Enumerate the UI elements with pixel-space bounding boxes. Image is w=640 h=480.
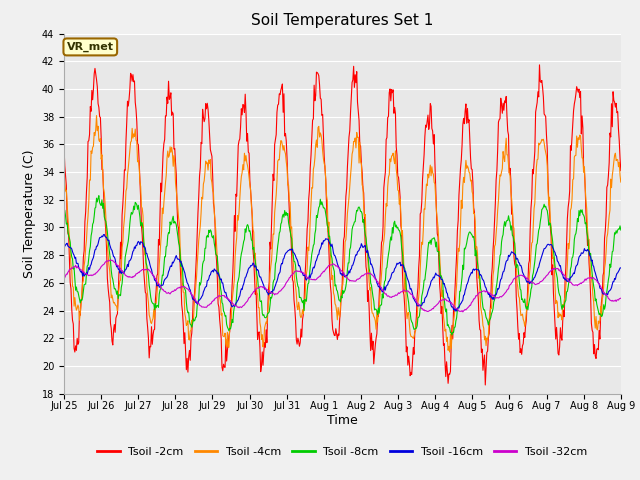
Y-axis label: Soil Temperature (C): Soil Temperature (C) <box>23 149 36 278</box>
Line: Tsoil -32cm: Tsoil -32cm <box>64 260 621 312</box>
Tsoil -8cm <box>617 227 625 233</box>
Tsoil -4cm <box>93 113 100 119</box>
Tsoil -8cm <box>60 207 68 213</box>
Tsoil -4cm <box>446 349 454 355</box>
Tsoil -8cm <box>95 193 102 199</box>
Tsoil -16cm <box>70 252 78 258</box>
Title: Soil Temperatures Set 1: Soil Temperatures Set 1 <box>252 13 433 28</box>
Line: Tsoil -16cm: Tsoil -16cm <box>64 235 621 311</box>
Tsoil -4cm <box>411 330 419 336</box>
Tsoil -32cm <box>617 295 625 301</box>
Tsoil -16cm <box>185 283 193 289</box>
Tsoil -16cm <box>214 270 222 276</box>
Tsoil -2cm <box>127 72 135 78</box>
Tsoil -16cm <box>60 246 68 252</box>
Tsoil -32cm <box>214 294 222 300</box>
Legend: Tsoil -2cm, Tsoil -4cm, Tsoil -8cm, Tsoil -16cm, Tsoil -32cm: Tsoil -2cm, Tsoil -4cm, Tsoil -8cm, Tsoi… <box>93 443 592 461</box>
Tsoil -32cm <box>428 307 435 313</box>
Tsoil -16cm <box>411 298 419 304</box>
Tsoil -2cm <box>426 101 434 107</box>
Tsoil -16cm <box>451 308 459 314</box>
Tsoil -4cm <box>214 265 222 271</box>
Tsoil -16cm <box>428 278 435 284</box>
Tsoil -16cm <box>128 252 136 257</box>
Tsoil -8cm <box>185 309 193 315</box>
Tsoil -4cm <box>185 336 193 342</box>
Line: Tsoil -2cm: Tsoil -2cm <box>64 65 621 385</box>
Tsoil -32cm <box>185 287 193 293</box>
Tsoil -8cm <box>448 332 456 338</box>
Tsoil -8cm <box>214 268 222 274</box>
Tsoil -32cm <box>70 264 78 270</box>
Tsoil -8cm <box>70 265 78 271</box>
Tsoil -2cm <box>60 143 68 149</box>
Tsoil -8cm <box>411 326 419 332</box>
Tsoil -32cm <box>128 275 136 280</box>
Tsoil -32cm <box>411 296 419 301</box>
Tsoil -8cm <box>428 241 435 247</box>
Tsoil -2cm <box>214 275 221 281</box>
Tsoil -2cm <box>481 382 489 388</box>
Text: VR_met: VR_met <box>67 42 114 52</box>
Tsoil -4cm <box>70 303 78 309</box>
Tsoil -4cm <box>128 125 136 131</box>
Line: Tsoil -8cm: Tsoil -8cm <box>64 196 621 335</box>
Tsoil -32cm <box>459 309 467 315</box>
Tsoil -32cm <box>107 257 115 263</box>
Line: Tsoil -4cm: Tsoil -4cm <box>64 116 621 352</box>
Tsoil -4cm <box>60 161 68 167</box>
Tsoil -8cm <box>128 211 136 217</box>
Tsoil -2cm <box>410 351 418 357</box>
Tsoil -2cm <box>70 346 78 351</box>
Tsoil -16cm <box>617 265 625 271</box>
Tsoil -2cm <box>536 62 543 68</box>
X-axis label: Time: Time <box>327 414 358 427</box>
Tsoil -4cm <box>428 173 435 179</box>
Tsoil -2cm <box>617 168 625 173</box>
Tsoil -2cm <box>184 369 192 375</box>
Tsoil -16cm <box>100 232 108 238</box>
Tsoil -32cm <box>60 276 68 282</box>
Tsoil -4cm <box>617 179 625 185</box>
